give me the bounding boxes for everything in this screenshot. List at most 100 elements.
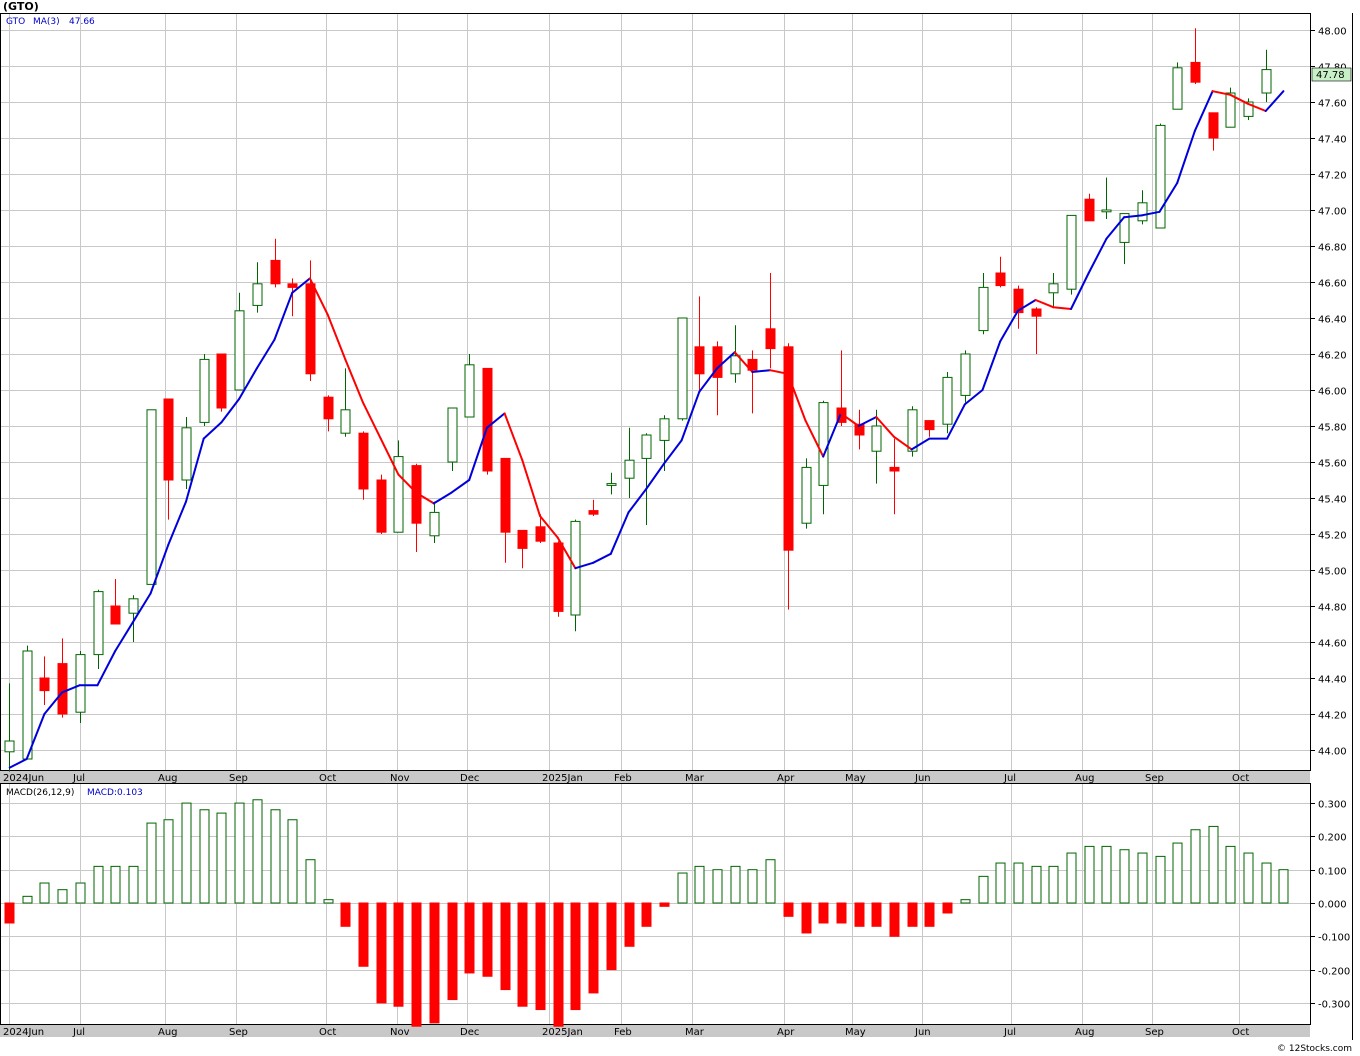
macd-bar-negative: [588, 902, 599, 994]
ma-segment: [273, 291, 294, 341]
macd-bar-negative: [447, 902, 458, 1001]
ma-segment: [1052, 306, 1072, 310]
candle-body-up: [606, 483, 617, 486]
ma-segment: [1087, 237, 1108, 274]
candle: [1208, 112, 1219, 151]
candle: [146, 409, 157, 585]
macd-bar-positive: [234, 802, 245, 904]
ma-segment: [415, 491, 435, 505]
candle: [801, 458, 812, 529]
ma-segment: [1158, 182, 1179, 213]
price-tick-label: 46.60: [1318, 279, 1347, 290]
ma-segment: [680, 390, 701, 442]
candle-body-up: [234, 310, 245, 391]
ma-segment: [627, 488, 648, 514]
ma-segment: [999, 309, 1019, 343]
macd-bar-positive: [75, 882, 86, 904]
candle: [181, 417, 192, 489]
price-tick-label: 44.80: [1318, 603, 1347, 614]
candle-body-up: [1225, 92, 1236, 128]
candle-body-down: [694, 346, 705, 375]
candle: [854, 409, 865, 450]
ma-segment: [662, 439, 683, 465]
candle-body-down: [358, 432, 369, 490]
candle-body-up: [1137, 202, 1148, 222]
macd-x-axis: 2024Jun Jul Aug Sep Oct Nov Dec 2025Jan Feb Mar Ap…: [3, 1027, 1249, 1038]
macd-x-tick-label: Oct: [319, 1027, 336, 1038]
candle-body-down: [517, 529, 528, 549]
candlesticks: [4, 28, 1272, 772]
candle-body-down: [1031, 308, 1042, 317]
candle-body-up: [1155, 124, 1166, 229]
price-legend-ma-value: 47.66: [69, 17, 95, 27]
macd-bar-positive: [1048, 865, 1059, 904]
candle-body-up: [1119, 213, 1130, 243]
macd-bar-positive: [1137, 852, 1148, 904]
candle: [22, 645, 33, 760]
macd-bar-negative: [659, 902, 670, 907]
macd-bar-positive: [1261, 862, 1272, 904]
macd-bar-negative: [411, 902, 422, 1027]
macd-bar-negative: [871, 902, 882, 927]
price-tick-label: 46.80: [1318, 243, 1347, 254]
candle: [163, 398, 174, 520]
macd-bar-positive: [1243, 852, 1254, 904]
candle-body-down: [287, 283, 298, 288]
ma-segment: [539, 515, 559, 539]
macd-bar-negative: [641, 902, 652, 927]
candle-body-down: [411, 465, 422, 524]
ma-segment: [326, 313, 347, 361]
ma-segment: [291, 277, 311, 294]
candle-body-up: [1048, 283, 1059, 294]
candle-body-up: [942, 376, 953, 425]
candle: [978, 273, 989, 335]
macd-bar-positive: [199, 809, 210, 904]
candle-body-down: [305, 283, 316, 375]
macd-legend-value: MACD:0.103: [87, 788, 143, 798]
price-x-tick-label: 2024Jun: [3, 773, 44, 784]
candle: [871, 409, 882, 484]
candle: [588, 499, 599, 516]
ma-segment: [1070, 272, 1090, 310]
candle: [393, 440, 404, 533]
price-legend-ma-label: MA(3): [33, 17, 60, 27]
candle: [1243, 98, 1254, 120]
macd-bar-positive: [960, 899, 971, 904]
candle-body-down: [836, 407, 847, 423]
ma-segment: [804, 419, 825, 458]
ma-segment: [43, 691, 64, 715]
ma-segment: [592, 552, 612, 564]
candle: [1261, 49, 1272, 102]
ma-segment: [362, 401, 382, 440]
macd-bar-positive: [128, 865, 139, 904]
price-x-tick-label: Feb: [614, 773, 632, 784]
macd-bar-positive: [22, 895, 33, 904]
macd-bar-negative: [482, 902, 493, 977]
macd-x-tick-label: Nov: [390, 1027, 410, 1038]
candle-body-down: [39, 677, 50, 692]
candle-body-down: [376, 479, 387, 533]
candle-body-down: [500, 457, 511, 533]
candle: [1190, 28, 1201, 84]
macd-bar-positive: [57, 889, 68, 904]
macd-tick-label: 0.000: [1318, 900, 1347, 911]
macd-tick-label: 0.100: [1318, 867, 1347, 878]
candle-body-down: [765, 328, 776, 350]
macd-bar-negative: [393, 902, 404, 1007]
macd-x-tick-label: Aug: [158, 1027, 178, 1038]
candle: [1084, 193, 1095, 222]
macd-bar-positive: [1208, 825, 1219, 904]
candle: [641, 433, 652, 525]
candle: [500, 457, 511, 563]
candle-body-up: [1243, 101, 1254, 117]
macd-bar-negative: [429, 902, 440, 1024]
ma-segment: [185, 437, 205, 503]
macd-bar-positive: [39, 882, 50, 904]
candle-body-up: [907, 409, 918, 452]
ma-segment: [910, 437, 931, 451]
ma-segment: [1247, 102, 1267, 112]
candle: [553, 541, 564, 617]
candle-body-up: [75, 654, 86, 713]
candle-body-down: [482, 367, 493, 472]
